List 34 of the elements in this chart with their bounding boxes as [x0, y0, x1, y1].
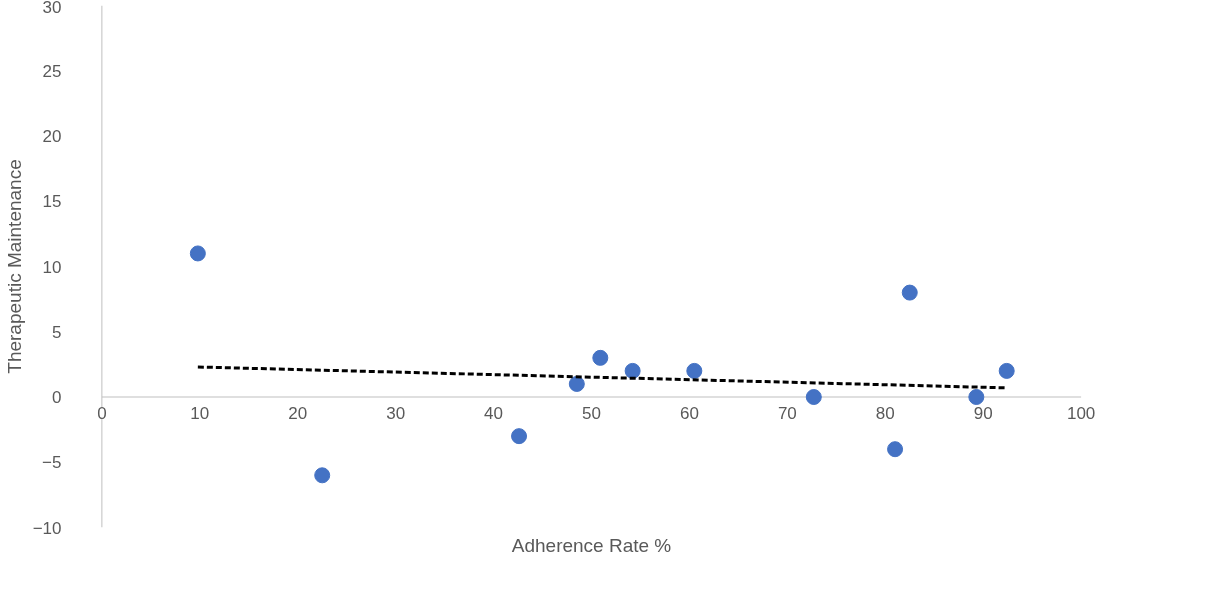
x-tick-label: 90: [973, 404, 993, 423]
x-axis-title: Adherence Rate %: [511, 534, 672, 556]
y-tick-label: −5: [42, 453, 62, 473]
point: [901, 284, 918, 301]
x-tick-label: 50: [582, 404, 601, 423]
x-tick-label: 40: [484, 404, 504, 423]
y-tick-label: −10: [32, 518, 62, 538]
y-tick-label: 15: [42, 192, 62, 212]
point: [189, 245, 206, 262]
y-tick-label: 0: [52, 388, 62, 407]
y-tick-label: 25: [42, 61, 62, 81]
y-tick-label: 20: [42, 127, 62, 146]
x-tick-label: 80: [875, 404, 895, 423]
point: [686, 362, 703, 379]
point: [998, 362, 1015, 379]
x-tick-label: 100: [1066, 404, 1096, 423]
point: [805, 389, 822, 405]
point: [968, 389, 985, 405]
y-tick-label: 5: [52, 322, 62, 342]
x-tick-label: 10: [190, 404, 210, 423]
point: [511, 428, 528, 445]
point: [592, 349, 609, 366]
point: [624, 362, 641, 379]
point: [314, 467, 331, 484]
y-tick-label: 10: [42, 257, 62, 277]
x-tick-label: 30: [386, 404, 406, 423]
point: [568, 375, 585, 392]
y-tick-label: 30: [42, 0, 62, 17]
x-tick-label: 0: [97, 404, 107, 423]
x-tick-label: 60: [679, 404, 699, 423]
x-tick-label: 20: [288, 404, 308, 423]
point: [887, 441, 904, 458]
y-axis-title: Therapeutic Maintenance: [3, 159, 25, 374]
x-tick-label: 70: [777, 404, 797, 423]
